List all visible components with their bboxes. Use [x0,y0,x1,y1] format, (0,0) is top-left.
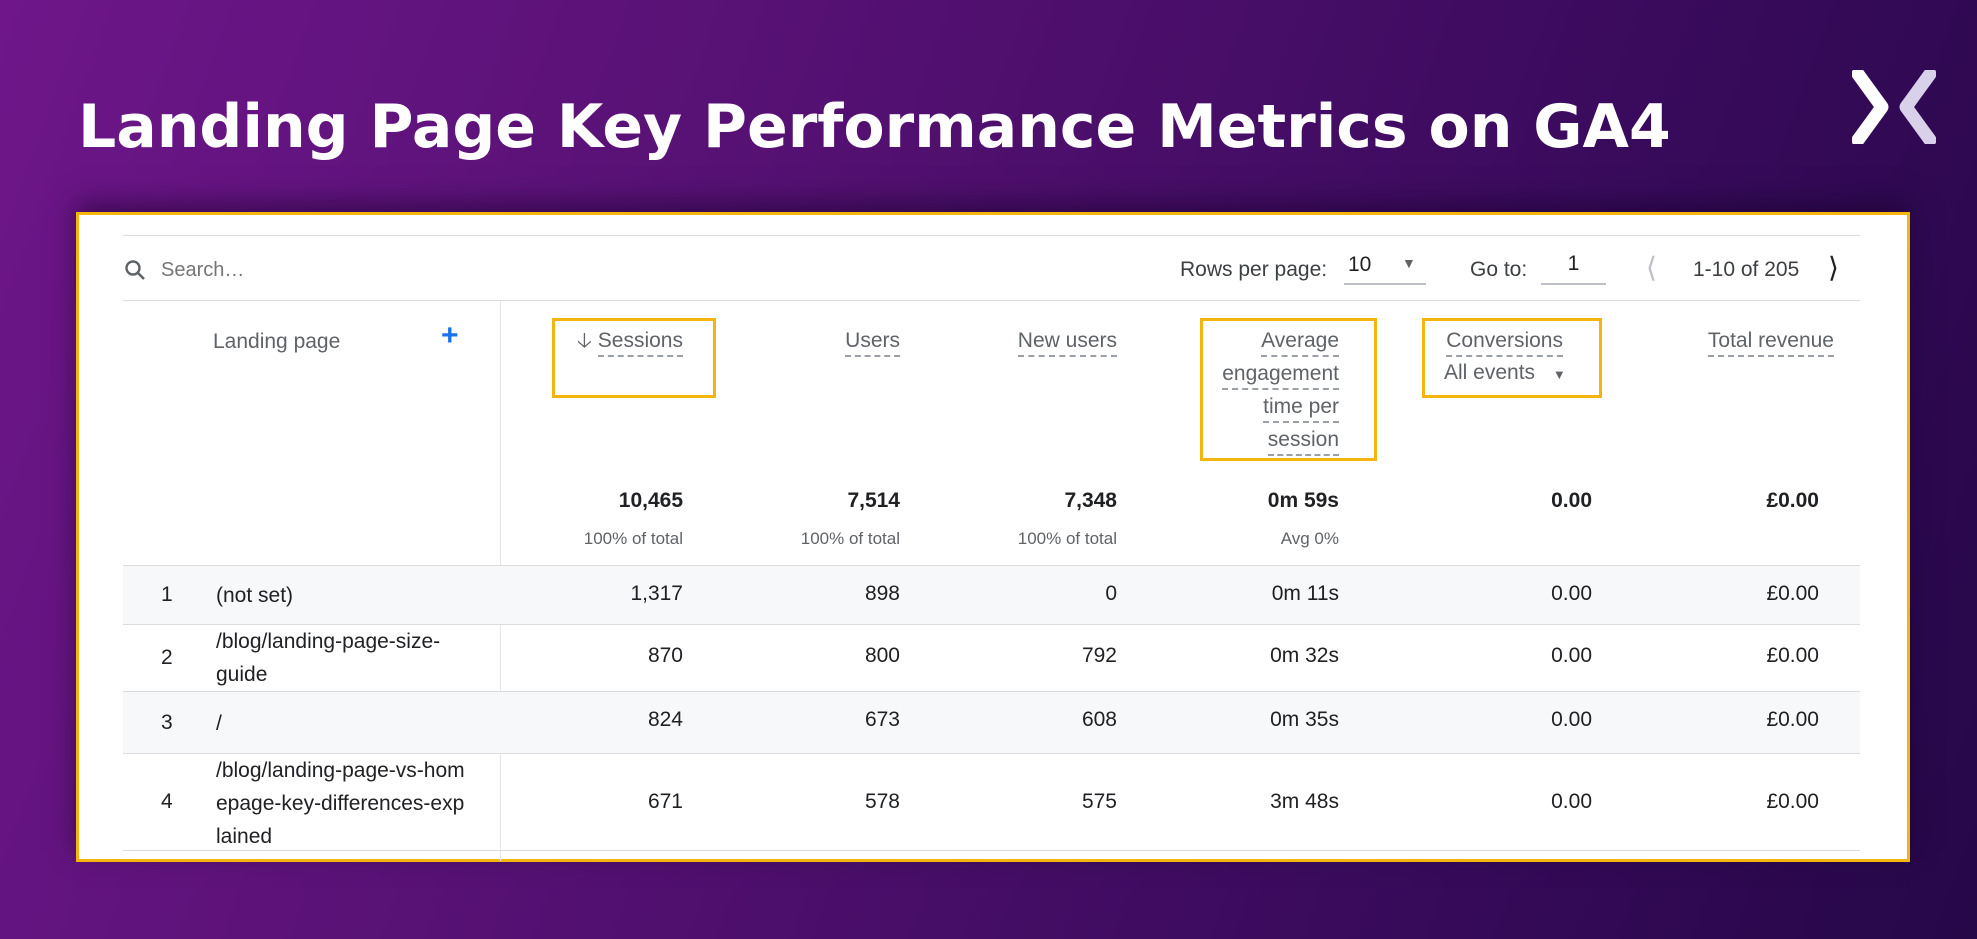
cell-conversions: 0.00 [1551,582,1592,605]
cell-new-users: 0 [1105,582,1117,605]
cell-conversions: 0.00 [1551,644,1592,667]
cell-sessions: 870 [647,644,683,667]
total-new-users-sub: 100% of total [1017,529,1117,548]
landing-page-cell: /blog/landing-page-size-guide [216,630,441,686]
dropdown-arrow-icon: ▼ [1552,367,1566,382]
add-dimension-plus-icon[interactable]: + [441,319,459,352]
highlight-avg-engagement [1200,318,1377,461]
total-users-sub: 100% of total [800,529,900,548]
cell-revenue: £0.00 [1766,644,1819,667]
page-title: Landing Page Key Performance Metrics on … [78,92,1671,162]
rows-per-page-select[interactable]: 10 ▼ [1344,249,1426,285]
table-row[interactable]: 4 /blog/landing-page-vs-homepage-key-dif… [123,753,1860,851]
total-new-users: 7,348 [1064,489,1117,512]
cell-revenue: £0.00 [1766,790,1819,813]
header-landing-page: Landing page [213,330,341,353]
header-sessions-label: Sessions [597,327,683,357]
landing-page-cell: (not set) [216,584,294,607]
header-avg-engagement-time[interactable]: Average engagement time per session [1222,324,1339,456]
prev-page-icon[interactable]: ⟨ [1646,252,1657,283]
goto-input[interactable]: 1 [1541,249,1606,285]
rows-per-page-label: Rows per page: [1180,258,1328,281]
header-total-revenue[interactable]: Total revenue [1707,324,1834,357]
cell-new-users: 608 [1081,708,1117,731]
goto-value: 1 [1567,252,1580,275]
cell-new-users: 575 [1081,790,1117,813]
goto-label: Go to: [1470,258,1528,281]
cell-avg: 0m 35s [1270,708,1339,731]
total-avg: 0m 59s [1267,489,1339,512]
page-range: 1-10 of 205 [1693,258,1800,281]
total-sessions-sub: 100% of total [583,529,683,548]
total-revenue: £0.00 [1766,489,1819,512]
header-conversions[interactable]: Conversions [1446,324,1563,357]
cell-sessions: 671 [647,790,683,813]
header-new-users[interactable]: New users [1017,324,1117,357]
total-users: 7,514 [847,489,900,512]
total-avg-sub: Avg 0% [1280,529,1339,548]
header-users[interactable]: Users [845,324,900,357]
cell-revenue: £0.00 [1766,582,1819,605]
total-conversions: 0.00 [1551,489,1592,512]
cell-users: 898 [864,582,900,605]
search-icon [125,260,145,280]
cell-sessions: 824 [647,708,683,731]
cell-revenue: £0.00 [1766,708,1819,731]
highlight-sessions [552,318,716,398]
rows-per-page-value: 10 [1348,253,1372,276]
sort-down-arrow-icon: 🡣 [576,329,592,352]
total-sessions: 10,465 [618,489,683,512]
table-row[interactable]: 3 / [123,691,1860,753]
cell-new-users: 792 [1081,644,1117,667]
cell-users: 578 [864,790,900,813]
cell-avg: 3m 48s [1270,790,1339,813]
cell-conversions: 0.00 [1551,708,1592,731]
next-page-icon[interactable]: ⟩ [1828,252,1839,283]
header-sessions[interactable]: 🡣 Sessions [577,324,683,357]
highlight-conversions [1422,318,1602,398]
table-row[interactable]: 2 /blog/landing-page-size-guide [123,624,1860,691]
brand-logo-x-icon [1852,70,1936,144]
cell-users: 800 [864,644,900,667]
cell-avg: 0m 11s [1271,582,1339,605]
cell-conversions: 0.00 [1551,790,1592,813]
landing-page-cell: / [216,712,222,735]
cell-sessions: 1,317 [630,582,683,605]
cell-avg: 0m 32s [1270,644,1339,667]
cell-users: 673 [864,708,900,731]
table-row[interactable]: 1 (not set) [123,565,1860,624]
conversions-event-select[interactable]: All events ▼ [1444,361,1566,384]
landing-page-cell: /blog/landing-page-vs-homepage-key-diffe… [216,759,465,848]
search-input[interactable] [161,253,561,287]
report-table-card: Rows per page: 10 ▼ Go to: 1 ⟨ 1-10 of 2… [76,212,1910,862]
dropdown-arrow-icon: ▼ [1402,255,1416,271]
